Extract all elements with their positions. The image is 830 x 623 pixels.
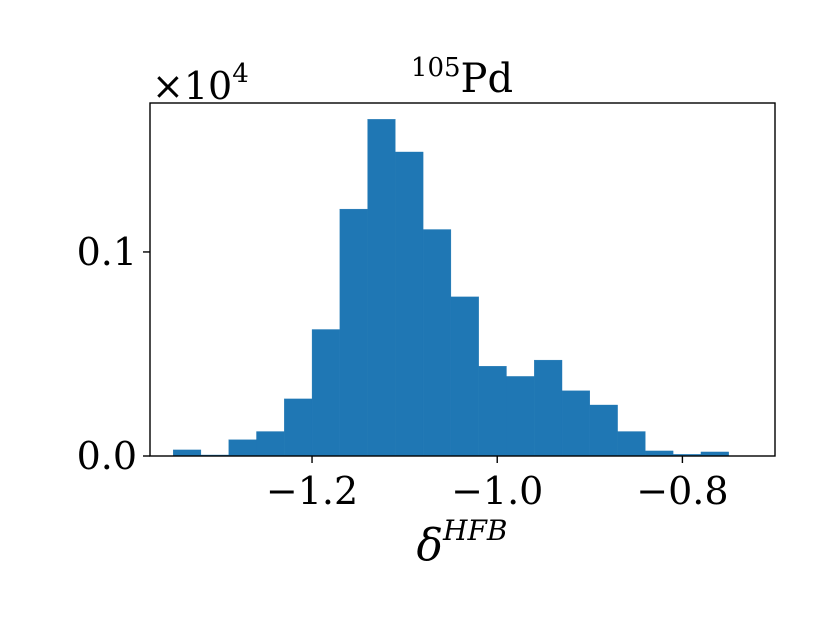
x-tick-label: −1.2 <box>266 469 358 513</box>
histogram-bar <box>561 390 590 457</box>
histogram-bar <box>367 119 396 457</box>
histogram-bar <box>506 376 535 457</box>
histogram-bar <box>284 398 313 457</box>
histogram-bar <box>478 366 507 457</box>
title-main: Pd <box>461 56 514 102</box>
x-label-superscript: HFB <box>442 514 507 547</box>
x-axis-label: δHFB <box>417 514 508 571</box>
x-axis: −1.2 −1.0 −0.8 <box>266 456 729 513</box>
offset-exponent: 4 <box>232 59 249 89</box>
x-label-main: δ <box>417 520 444 571</box>
histogram-bars <box>172 119 729 457</box>
offset-base: ×10 <box>152 64 232 108</box>
chart-title: 105Pd <box>411 53 513 102</box>
y-tick-label: 0.1 <box>77 230 137 274</box>
x-tick-label: −0.8 <box>636 469 728 513</box>
histogram-bar <box>617 431 646 457</box>
histogram-bar <box>450 296 479 457</box>
x-tick-label: −1.0 <box>451 469 543 513</box>
histogram-bar <box>589 404 618 457</box>
histogram-bar <box>311 329 340 457</box>
y-axis: 0.0 0.1 <box>77 230 150 478</box>
histogram-bar <box>172 449 202 457</box>
y-tick-label: 0.0 <box>77 434 137 478</box>
y-offset-text: ×104 <box>152 59 249 108</box>
histogram-bar <box>339 208 368 457</box>
histogram-bar <box>228 439 257 457</box>
histogram-bar <box>645 450 674 457</box>
histogram-bar <box>395 151 424 457</box>
histogram-bar <box>422 229 452 457</box>
title-superscript: 105 <box>411 53 461 83</box>
histogram-bar <box>534 359 563 457</box>
plot-frame <box>149 102 776 457</box>
histogram-bar <box>256 431 285 457</box>
